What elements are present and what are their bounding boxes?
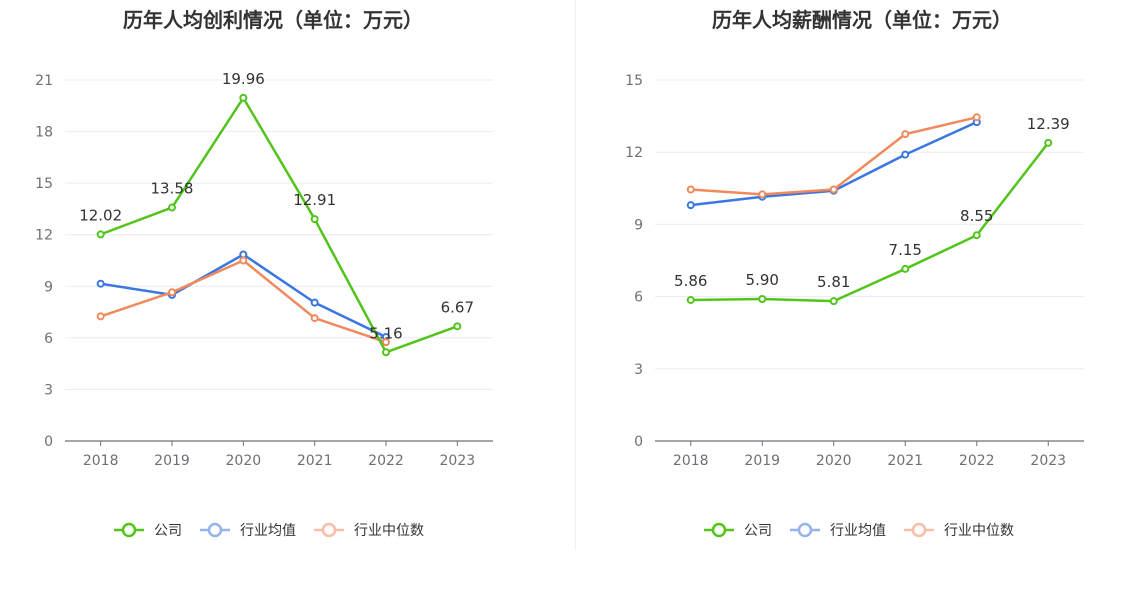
data-point bbox=[168, 203, 176, 212]
data-point bbox=[168, 288, 176, 297]
chart-per-capita-profit: 历年人均创利情况（单位：万元） 0 3 6 9 12 15 18 21 2018 2019 2020 2… bbox=[35, 8, 493, 539]
data-point bbox=[901, 150, 910, 159]
legend-label: 行业均值 bbox=[830, 523, 886, 539]
legend-marker bbox=[911, 522, 927, 538]
data-label: 12.39 bbox=[1027, 115, 1070, 133]
series-line bbox=[100, 96, 458, 354]
legend-label: 行业均值 bbox=[240, 523, 296, 539]
legend-label: 公司 bbox=[154, 523, 182, 539]
x-tick-label: 2018 bbox=[83, 453, 119, 469]
data-point bbox=[382, 348, 390, 357]
data-label: 7.15 bbox=[889, 241, 922, 259]
legend-marker bbox=[797, 522, 813, 538]
x-tick-label: 2022 bbox=[959, 453, 995, 469]
data-point bbox=[239, 93, 248, 102]
chart-panel-per-capita-profit: 历年人均创利情况（单位：万元） 0 3 6 9 12 15 18 21 2018 2019 2020 2… bbox=[35, 8, 493, 539]
data-label: 6.67 bbox=[441, 298, 474, 316]
y-tick-label: 6 bbox=[634, 290, 643, 306]
data-point bbox=[96, 279, 105, 288]
data-point bbox=[758, 190, 767, 199]
x-tick-label: 2021 bbox=[887, 453, 923, 469]
data-point bbox=[829, 185, 838, 194]
data-point bbox=[686, 185, 695, 194]
y-tick-label: 3 bbox=[44, 382, 53, 398]
chart-panel-per-capita-salary: 历年人均薪酬情况（单位：万元） 0 3 6 9 12 15 2018 2019 2020 2021 2… bbox=[577, 0, 1148, 589]
data-point bbox=[686, 295, 695, 304]
data-label: 5.16 bbox=[369, 324, 402, 342]
chart-title: 历年人均创利情况（单位：万元） bbox=[123, 8, 423, 32]
data-point bbox=[686, 201, 695, 210]
legend-item: 公司 bbox=[114, 522, 182, 539]
y-tick-label: 12 bbox=[35, 228, 53, 244]
data-point bbox=[972, 113, 981, 122]
x-tick-label: 2021 bbox=[297, 453, 333, 469]
data-point bbox=[310, 314, 319, 323]
y-tick-label: 15 bbox=[35, 176, 53, 192]
data-point bbox=[96, 312, 105, 321]
data-label: 5.86 bbox=[674, 272, 707, 290]
x-tick-label: 2018 bbox=[673, 453, 709, 469]
data-point bbox=[382, 338, 390, 347]
data-point bbox=[829, 297, 838, 306]
legend-item: 行业均值 bbox=[200, 522, 296, 539]
y-tick-label: 18 bbox=[35, 125, 53, 141]
data-point bbox=[239, 256, 248, 265]
data-point bbox=[901, 130, 910, 139]
legend-marker bbox=[321, 522, 337, 538]
x-tick-label: 2023 bbox=[440, 453, 476, 469]
data-label: 5.81 bbox=[817, 273, 850, 291]
panel-divider bbox=[575, 0, 576, 550]
x-tick-label: 2023 bbox=[1030, 453, 1066, 469]
legend-marker bbox=[207, 522, 223, 538]
data-point bbox=[310, 215, 319, 224]
data-point bbox=[972, 231, 981, 240]
x-tick-label: 2020 bbox=[226, 453, 262, 469]
series-line bbox=[100, 253, 387, 339]
legend-item: 行业中位数 bbox=[904, 522, 1014, 539]
data-point bbox=[453, 322, 462, 331]
y-tick-label: 9 bbox=[44, 279, 53, 295]
y-tick-label: 9 bbox=[634, 217, 643, 233]
legend-marker bbox=[121, 522, 137, 538]
data-point bbox=[1044, 138, 1053, 147]
y-tick-label: 12 bbox=[625, 145, 643, 161]
data-label: 8.55 bbox=[960, 207, 993, 225]
legend-label: 公司 bbox=[744, 523, 772, 539]
x-tick-label: 2020 bbox=[816, 453, 852, 469]
x-tick-label: 2019 bbox=[154, 453, 190, 469]
legend-label: 行业中位数 bbox=[354, 523, 424, 539]
y-tick-label: 6 bbox=[44, 331, 53, 347]
x-tick-label: 2019 bbox=[744, 453, 780, 469]
legend-item: 公司 bbox=[704, 522, 772, 539]
series-line bbox=[690, 142, 1050, 303]
data-label: 5.90 bbox=[746, 271, 779, 289]
chart-per-capita-salary: 历年人均薪酬情况（单位：万元） 0 3 6 9 12 15 2018 2019 2020 2021 2… bbox=[625, 8, 1084, 539]
x-tick-label: 2022 bbox=[368, 453, 404, 469]
data-label: 19.96 bbox=[222, 70, 265, 88]
data-label: 12.91 bbox=[293, 191, 336, 209]
data-point bbox=[310, 298, 319, 307]
series-line bbox=[690, 116, 978, 196]
legend-item: 行业均值 bbox=[790, 522, 886, 539]
data-point bbox=[901, 264, 910, 273]
y-tick-label: 0 bbox=[634, 434, 643, 450]
y-tick-label: 21 bbox=[35, 73, 53, 89]
legend-label: 行业中位数 bbox=[944, 523, 1014, 539]
chart-title: 历年人均薪酬情况（单位：万元） bbox=[712, 8, 1012, 32]
data-label: 12.02 bbox=[79, 206, 122, 224]
legend-marker bbox=[711, 522, 727, 538]
data-label: 13.58 bbox=[151, 180, 194, 198]
data-point bbox=[96, 230, 105, 239]
legend-item: 行业中位数 bbox=[314, 522, 424, 539]
y-tick-label: 15 bbox=[625, 73, 643, 89]
y-tick-label: 0 bbox=[44, 434, 53, 450]
y-tick-label: 3 bbox=[634, 362, 643, 378]
data-point bbox=[758, 295, 767, 304]
